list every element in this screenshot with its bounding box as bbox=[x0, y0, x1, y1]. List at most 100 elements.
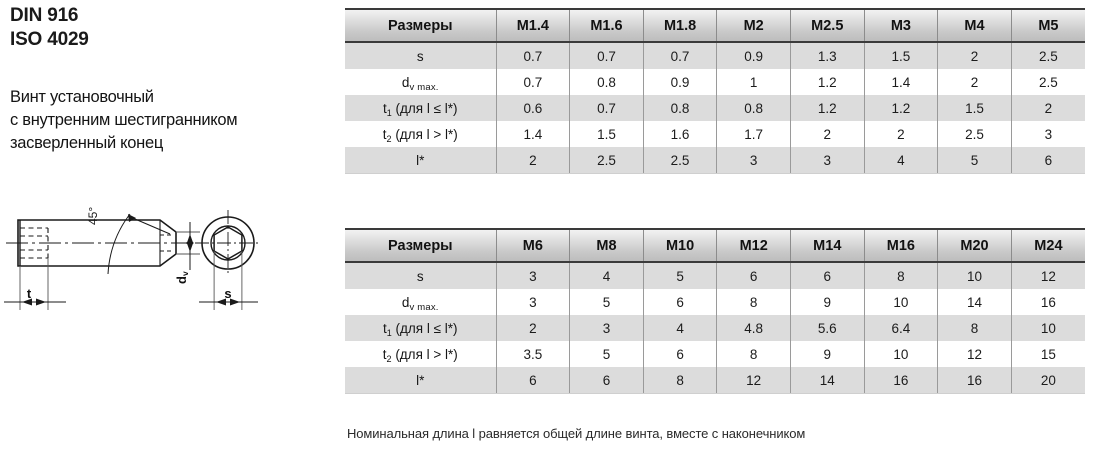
cell-value: 3 bbox=[789, 147, 865, 174]
row-label: t1 (для l ≤ l*) bbox=[345, 315, 497, 341]
standard-din: DIN 916 bbox=[10, 5, 79, 26]
t-arrow-left bbox=[22, 298, 32, 306]
table-row: l* 6 6 8 12 14 16 16 20 bbox=[345, 367, 1085, 394]
dimensions-table-small-sizes: Размеры M1.4 M1.6 M1.8 M2 M2.5 M3 M4 M5 … bbox=[345, 8, 1085, 174]
column-header-size: M4 bbox=[937, 8, 1012, 43]
cell-value: 0.8 bbox=[642, 95, 717, 121]
table-row: dv max. 3 5 6 8 9 10 14 16 bbox=[345, 289, 1085, 315]
left-info-panel: DIN 916 ISO 4029 Винт установочный с вну… bbox=[0, 0, 340, 452]
table-row: t1 (для l ≤ l*) 0.6 0.7 0.8 0.8 1.2 1.2 … bbox=[345, 95, 1085, 121]
row-label: t2 (для l > l*) bbox=[345, 121, 497, 147]
cell-value: 14 bbox=[937, 289, 1012, 315]
row-label: t1 (для l ≤ l*) bbox=[345, 95, 497, 121]
table-row: t2 (для l > l*) 3.5 5 6 8 9 10 12 15 bbox=[345, 341, 1085, 367]
column-header-size: M24 bbox=[1010, 228, 1085, 263]
cell-value: 16 bbox=[1010, 289, 1085, 315]
column-header-dimensions: Размеры bbox=[345, 8, 497, 43]
set-screw-drawing-svg: 45° t dv bbox=[4, 207, 261, 310]
table-row: s 0.7 0.7 0.7 0.9 1.3 1.5 2 2.5 bbox=[345, 42, 1085, 69]
cell-value: 12 bbox=[937, 341, 1012, 367]
cell-value: 0.9 bbox=[642, 69, 717, 95]
cell-value: 4.8 bbox=[716, 315, 791, 341]
row-label: s bbox=[345, 262, 497, 289]
cell-value: 3 bbox=[495, 262, 570, 289]
column-header-size: M3 bbox=[863, 8, 938, 43]
column-header-size: M5 bbox=[1010, 8, 1085, 43]
cell-value: 1.4 bbox=[863, 69, 938, 95]
description-line-1: Винт установочный bbox=[10, 88, 154, 106]
cell-value: 9 bbox=[789, 289, 865, 315]
cone-point-hidden-lines bbox=[160, 234, 172, 252]
cell-value: 14 bbox=[789, 367, 865, 394]
cell-value: 0.7 bbox=[569, 95, 644, 121]
column-header-size: M1.4 bbox=[495, 8, 570, 43]
row-label: l* bbox=[345, 367, 497, 394]
technical-drawing: 45° t dv bbox=[0, 192, 290, 327]
row-label: s bbox=[345, 42, 497, 69]
t-arrow-right bbox=[36, 298, 46, 306]
cell-value: 0.8 bbox=[716, 95, 791, 121]
column-header-size: M6 bbox=[495, 228, 570, 263]
cell-value: 2 bbox=[789, 121, 865, 147]
cell-value: 5 bbox=[642, 262, 717, 289]
end-view-group bbox=[195, 210, 261, 276]
cell-value: 15 bbox=[1010, 341, 1085, 367]
cell-value: 5.6 bbox=[789, 315, 865, 341]
cell-value: 0.7 bbox=[569, 42, 644, 69]
cell-value: 2 bbox=[495, 315, 570, 341]
cell-value: 0.7 bbox=[495, 69, 570, 95]
description-line-2: с внутренним шестигранником bbox=[10, 111, 238, 129]
cell-value: 2.5 bbox=[937, 121, 1012, 147]
table-header-row: Размеры M6 M8 M10 M12 M14 M16 M20 M24 bbox=[345, 228, 1085, 263]
column-header-size: M1.6 bbox=[569, 8, 644, 43]
cell-value: 6 bbox=[789, 262, 865, 289]
cell-value: 0.7 bbox=[495, 42, 570, 69]
cell-value: 10 bbox=[937, 262, 1012, 289]
table-header-row: Размеры M1.4 M1.6 M1.8 M2 M2.5 M3 M4 M5 bbox=[345, 8, 1085, 43]
cell-value: 2 bbox=[863, 121, 938, 147]
column-header-size: M2.5 bbox=[789, 8, 865, 43]
cell-value: 20 bbox=[1010, 367, 1085, 394]
dv-arrow-top bbox=[186, 234, 194, 244]
dv-arrow-bottom bbox=[186, 242, 194, 252]
s-dimension-label: s bbox=[224, 286, 231, 301]
cell-value: 6 bbox=[495, 367, 570, 394]
column-header-size: M14 bbox=[789, 228, 865, 263]
cell-value: 8 bbox=[863, 262, 938, 289]
cell-value: 10 bbox=[1010, 315, 1085, 341]
column-header-size: M8 bbox=[569, 228, 644, 263]
cell-value: 1.7 bbox=[716, 121, 791, 147]
table-row: t2 (для l > l*) 1.4 1.5 1.6 1.7 2 2 2.5 … bbox=[345, 121, 1085, 147]
angle-leader-arc bbox=[107, 213, 131, 275]
cell-value: 1.2 bbox=[789, 69, 865, 95]
cell-value: 0.7 bbox=[642, 42, 717, 69]
cell-value: 2 bbox=[937, 42, 1012, 69]
table-row: dv max. 0.7 0.8 0.9 1 1.2 1.4 2 2.5 bbox=[345, 69, 1085, 95]
cell-value: 1 bbox=[716, 69, 791, 95]
cell-value: 8 bbox=[642, 367, 717, 394]
cell-value: 1.5 bbox=[863, 42, 938, 69]
t-dimension-extension-lines bbox=[19, 258, 49, 310]
cell-value: 8 bbox=[716, 341, 791, 367]
cell-value: 2.5 bbox=[1010, 69, 1085, 95]
angle-leader-line bbox=[127, 215, 171, 235]
cell-value: 4 bbox=[863, 147, 938, 174]
cell-value: 12 bbox=[1010, 262, 1085, 289]
cell-value: 4 bbox=[642, 315, 717, 341]
table-row: l* 2 2.5 2.5 3 3 4 5 6 bbox=[345, 147, 1085, 174]
cell-value: 1.5 bbox=[937, 95, 1012, 121]
cell-value: 2 bbox=[937, 69, 1012, 95]
cell-value: 2.5 bbox=[642, 147, 717, 174]
cell-value: 3.5 bbox=[495, 341, 570, 367]
cell-value: 0.8 bbox=[569, 69, 644, 95]
column-header-dimensions: Размеры bbox=[345, 228, 497, 263]
row-label: l* bbox=[345, 147, 497, 174]
cell-value: 6 bbox=[1010, 147, 1085, 174]
cell-value: 2 bbox=[495, 147, 570, 174]
angle-arrow-head bbox=[128, 214, 136, 222]
cell-value: 6 bbox=[642, 289, 717, 315]
cell-value: 3 bbox=[716, 147, 791, 174]
dv-dimension-label: dv bbox=[174, 271, 190, 284]
cell-value: 2.5 bbox=[569, 147, 644, 174]
cell-value: 5 bbox=[569, 289, 644, 315]
